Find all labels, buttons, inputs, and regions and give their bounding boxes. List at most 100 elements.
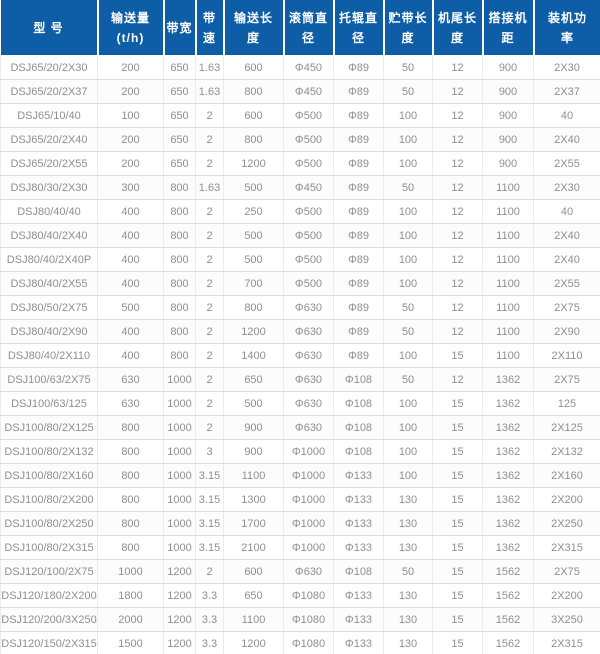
cell-storage-length: 50 xyxy=(383,559,433,584)
col-header-convey-length-line: 度 xyxy=(246,30,260,45)
cell-overlap-distance: 900 xyxy=(482,103,534,128)
cell-convey-length: 1100 xyxy=(223,607,284,632)
col-header-convey-length: 输送长度 xyxy=(223,0,285,56)
cell-convey-length: 650 xyxy=(223,367,284,392)
cell-drum-diameter: Φ630 xyxy=(283,391,334,416)
cell-convey-length: 2100 xyxy=(223,535,284,560)
cell-storage-length: 50 xyxy=(383,55,433,80)
cell-idler-diameter: Φ108 xyxy=(333,391,384,416)
cell-overlap-distance: 900 xyxy=(482,151,534,176)
cell-model: DSJ100/80/2X315 xyxy=(0,535,98,560)
cell-tail-length: 12 xyxy=(432,175,483,200)
cell-power: 2X315 xyxy=(533,631,600,654)
cell-drum-diameter: Φ450 xyxy=(283,55,334,80)
cell-overlap-distance: 1362 xyxy=(482,415,534,440)
cell-convey-length: 1700 xyxy=(223,511,284,536)
col-header-overlap-distance-line: 搭接机 xyxy=(488,10,528,25)
cell-overlap-distance: 1362 xyxy=(482,439,534,464)
cell-tail-length: 15 xyxy=(432,439,483,464)
table-row: DSJ80/40/2X90 400 800 2 1200 Φ630 Φ89 50 12 1100 2… xyxy=(0,319,600,344)
cell-capacity: 200 xyxy=(97,79,164,104)
table-row: DSJ80/40/2X55 400 800 2 700 Φ500 Φ89 100 12 1100 2… xyxy=(0,271,600,296)
cell-capacity: 400 xyxy=(97,247,164,272)
cell-belt-speed: 2 xyxy=(195,415,224,440)
cell-convey-length: 500 xyxy=(223,175,284,200)
cell-capacity: 400 xyxy=(97,199,164,224)
cell-convey-length: 800 xyxy=(223,127,284,152)
table-row: DSJ80/30/2X30 300 800 1.63 500 Φ450 Φ89 50 12 110… xyxy=(0,175,600,200)
cell-idler-diameter: Φ89 xyxy=(333,175,384,200)
cell-convey-length: 250 xyxy=(223,199,284,224)
cell-drum-diameter: Φ1000 xyxy=(283,463,334,488)
cell-belt-speed: 2 xyxy=(195,391,224,416)
col-header-model-line: 型 号 xyxy=(33,20,64,35)
cell-capacity: 800 xyxy=(97,511,164,536)
cell-storage-length: 100 xyxy=(383,223,433,248)
cell-power: 2X315 xyxy=(533,535,600,560)
cell-capacity: 630 xyxy=(97,367,164,392)
cell-model: DSJ100/80/2X132 xyxy=(0,439,98,464)
col-header-power: 装机功率 xyxy=(533,0,600,56)
cell-power: 2X30 xyxy=(533,175,600,200)
table-row: DSJ100/80/2X132 800 1000 3 900 Φ1000 Φ108 100 15… xyxy=(0,439,600,464)
cell-belt-width: 1000 xyxy=(163,463,196,488)
cell-belt-width: 800 xyxy=(163,175,196,200)
cell-tail-length: 15 xyxy=(432,415,483,440)
cell-belt-speed: 2 xyxy=(195,271,224,296)
cell-drum-diameter: Φ630 xyxy=(283,319,334,344)
cell-drum-diameter: Φ500 xyxy=(283,127,334,152)
cell-drum-diameter: Φ630 xyxy=(283,559,334,584)
cell-power: 2X40 xyxy=(533,223,600,248)
cell-storage-length: 100 xyxy=(383,199,433,224)
cell-convey-length: 500 xyxy=(223,223,284,248)
cell-tail-length: 12 xyxy=(432,55,483,80)
col-header-tail-length-line: 度 xyxy=(450,30,464,45)
cell-storage-length: 130 xyxy=(383,535,433,560)
cell-capacity: 1500 xyxy=(97,631,164,654)
cell-tail-length: 12 xyxy=(432,295,483,320)
cell-idler-diameter: Φ133 xyxy=(333,511,384,536)
cell-idler-diameter: Φ89 xyxy=(333,319,384,344)
cell-tail-length: 15 xyxy=(432,391,483,416)
table-row: DSJ100/63/125 630 1000 2 500 Φ630 Φ108 100 15 136… xyxy=(0,391,600,416)
cell-overlap-distance: 1100 xyxy=(482,247,534,272)
cell-storage-length: 50 xyxy=(383,319,433,344)
cell-convey-length: 500 xyxy=(223,247,284,272)
cell-capacity: 800 xyxy=(97,463,164,488)
col-header-drum-diameter: 滚筒直径 xyxy=(283,0,335,56)
cell-belt-width: 1000 xyxy=(163,511,196,536)
cell-idler-diameter: Φ108 xyxy=(333,415,384,440)
table-row: DSJ100/63/2X75 630 1000 2 650 Φ630 Φ108 50 12 136… xyxy=(0,367,600,392)
cell-belt-width: 1000 xyxy=(163,535,196,560)
cell-belt-speed: 2 xyxy=(195,223,224,248)
table-header: 型 号输送量 (t/h) 带宽带速输送长度滚筒直径托辊直径贮带长度机尾长度搭接机距装… xyxy=(0,0,600,56)
cell-tail-length: 12 xyxy=(432,127,483,152)
table-row: DSJ65/20/2X55 200 650 2 1200 Φ500 Φ89 100 12 900 2… xyxy=(0,151,600,176)
cell-idler-diameter: Φ89 xyxy=(333,199,384,224)
cell-convey-length: 700 xyxy=(223,271,284,296)
cell-tail-length: 12 xyxy=(432,319,483,344)
cell-tail-length: 15 xyxy=(432,511,483,536)
cell-belt-width: 650 xyxy=(163,103,196,128)
cell-tail-length: 15 xyxy=(432,463,483,488)
cell-drum-diameter: Φ630 xyxy=(283,295,334,320)
cell-belt-width: 1200 xyxy=(163,607,196,632)
cell-belt-width: 1000 xyxy=(163,439,196,464)
cell-power: 2X75 xyxy=(533,367,600,392)
cell-drum-diameter: Φ1000 xyxy=(283,439,334,464)
cell-convey-length: 1200 xyxy=(223,151,284,176)
cell-storage-length: 100 xyxy=(383,439,433,464)
col-header-idler-diameter: 托辊直径 xyxy=(333,0,385,56)
cell-idler-diameter: Φ89 xyxy=(333,55,384,80)
cell-tail-length: 12 xyxy=(432,367,483,392)
cell-capacity: 800 xyxy=(97,415,164,440)
cell-belt-width: 1200 xyxy=(163,631,196,654)
cell-capacity: 400 xyxy=(97,271,164,296)
cell-overlap-distance: 1362 xyxy=(482,535,534,560)
cell-idler-diameter: Φ108 xyxy=(333,367,384,392)
cell-belt-width: 1000 xyxy=(163,391,196,416)
cell-belt-width: 800 xyxy=(163,247,196,272)
cell-convey-length: 500 xyxy=(223,391,284,416)
cell-capacity: 200 xyxy=(97,151,164,176)
col-header-tail-length: 机尾长度 xyxy=(432,0,484,56)
